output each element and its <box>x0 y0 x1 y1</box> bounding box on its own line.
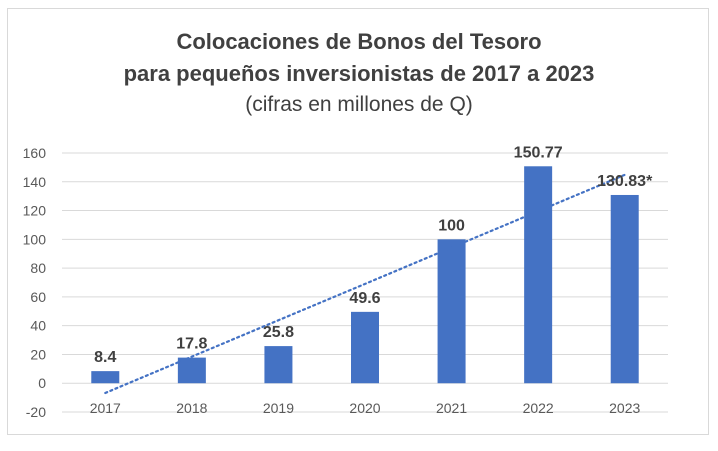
bar <box>91 371 120 384</box>
bars <box>91 166 639 384</box>
x-tick-label: 2020 <box>349 400 380 416</box>
data-label: 17.8 <box>176 336 207 353</box>
chart-title: Colocaciones de Bonos del Tesoro <box>176 29 542 54</box>
y-tick-label: 0 <box>38 375 46 391</box>
data-label: 25.8 <box>263 324 294 341</box>
y-tick-label: 100 <box>23 231 47 247</box>
x-tick-label: 2023 <box>609 400 640 416</box>
bar <box>524 166 553 384</box>
y-axis-tick-labels: 160 140 120 100 80 60 40 20 0 -20 <box>23 145 47 420</box>
x-tick-label: 2021 <box>436 400 467 416</box>
data-label: 49.6 <box>349 290 380 307</box>
data-labels: 8.4 17.8 25.8 49.6 100 150.77 130.83* <box>94 144 653 366</box>
x-tick-label: 2022 <box>523 400 554 416</box>
data-label: 150.77 <box>514 144 563 161</box>
y-tick-label: 40 <box>30 318 46 334</box>
gridlines <box>62 152 668 413</box>
trendline-group <box>104 173 626 395</box>
bar <box>264 346 293 384</box>
bar <box>177 357 206 384</box>
bar <box>351 311 379 384</box>
y-tick-label: 80 <box>30 260 46 276</box>
x-tick-label: 2017 <box>90 400 121 416</box>
data-label: 8.4 <box>94 349 116 366</box>
y-tick-label: -20 <box>26 404 46 420</box>
bar <box>610 194 639 384</box>
chart-subtitle: (cifras en millones de Q) <box>245 93 473 116</box>
y-tick-label: 120 <box>23 203 47 219</box>
y-tick-label: 140 <box>23 174 47 190</box>
chart-title-line2: para pequeños inversionistas de 2017 a 2… <box>123 61 595 86</box>
y-tick-label: 160 <box>23 145 47 161</box>
y-tick-label: 20 <box>30 346 46 362</box>
x-tick-label: 2019 <box>263 400 294 416</box>
data-label: 130.83* <box>597 173 653 190</box>
x-tick-label: 2018 <box>176 400 207 416</box>
data-label: 100 <box>438 217 465 234</box>
chart-title-block: Colocaciones de Bonos del Tesoro para pe… <box>0 26 718 120</box>
trendline <box>104 173 626 395</box>
bar <box>437 239 466 384</box>
y-tick-label: 60 <box>30 289 46 305</box>
x-axis-tick-labels: 2017 2018 2019 2020 2021 2022 2023 <box>90 400 641 416</box>
